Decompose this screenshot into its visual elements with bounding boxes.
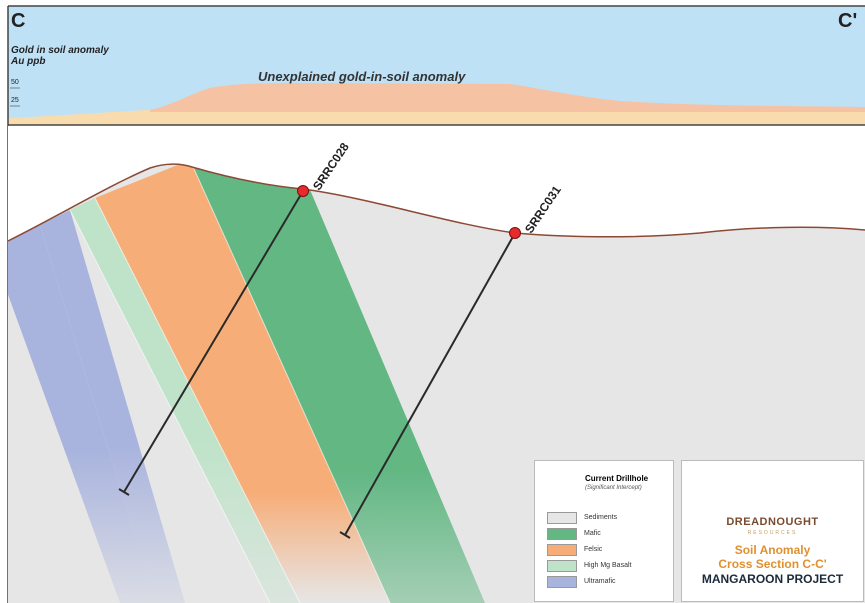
section-start-label: C <box>11 10 26 32</box>
mafic-unit <box>190 164 485 603</box>
soil-base-band <box>8 109 865 125</box>
legend-item-ultramafic: Ultramafic <box>547 575 616 588</box>
legend-label: Ultramafic <box>584 578 616 585</box>
legend-item-mafic: Mafic <box>547 527 601 540</box>
brand-name: DREADNOUGHT <box>726 516 819 528</box>
legend-item-sediments: Sediments <box>547 511 618 524</box>
contact-3 <box>189 164 391 603</box>
section-end-label: C' <box>838 10 858 32</box>
title-block: DREADNOUGHT RESOURCES Soil Anomaly Cross… <box>681 460 864 602</box>
legend-current-drillhole: Current Drillhole <box>585 474 649 483</box>
drillhole-srrc031[interactable] <box>339 227 521 539</box>
legend-label: Sediments <box>584 514 618 521</box>
anomaly-label: Unexplained gold-in-soil anomaly <box>258 69 466 84</box>
gold-anomaly-profile <box>150 83 865 112</box>
legend-label: Felsic <box>584 546 603 553</box>
contact-1 <box>69 209 271 603</box>
drill-trace <box>123 190 304 493</box>
ultramafic-unit-outer <box>8 225 155 603</box>
end-of-hole-marker <box>118 488 130 496</box>
soil-anomaly-panel <box>7 5 865 603</box>
legend-item-high-mg-basalt: High Mg Basalt <box>547 559 632 572</box>
legend-item-felsic: Felsic <box>547 543 603 556</box>
legend-box: Current Drillhole (Significant Intercept… <box>534 460 674 602</box>
figure-subtitle-1: Soil Anomaly <box>734 543 811 557</box>
ultramafic-unit <box>40 210 185 603</box>
high-mg-basalt-unit <box>70 198 300 603</box>
soil-title-line1: Gold in soil anomaly <box>11 45 109 56</box>
collar-marker <box>509 227 521 239</box>
figure-subtitle-2: Cross Section C-C' <box>718 557 827 571</box>
project-name: MANGAROON PROJECT <box>701 572 844 586</box>
drill-trace <box>344 232 516 536</box>
legend-label: High Mg Basalt <box>584 562 632 569</box>
legend-label: Mafic <box>584 530 601 537</box>
collar-marker <box>297 185 309 197</box>
drillhole-srrc028[interactable] <box>118 185 309 496</box>
brand-subtitle: RESOURCES <box>747 530 798 536</box>
legend-swatch <box>547 511 577 524</box>
tick-25-label: 25 <box>11 97 19 104</box>
soil-title-line2: Au ppb <box>11 56 46 67</box>
topographic-surface <box>7 163 865 242</box>
legend-swatch <box>547 543 577 556</box>
felsic-unit <box>95 164 390 603</box>
legend-swatch <box>547 527 577 540</box>
contact-2 <box>94 197 301 603</box>
legend-swatch <box>547 559 577 572</box>
legend-swatch <box>547 575 577 588</box>
tick-50-label: 50 <box>11 79 19 86</box>
soil-panel-title: Gold in soil anomaly Au ppb <box>11 45 109 67</box>
legend-significant-intercept: (Significant Intercept) <box>585 485 642 491</box>
end-of-hole-marker <box>339 531 351 539</box>
